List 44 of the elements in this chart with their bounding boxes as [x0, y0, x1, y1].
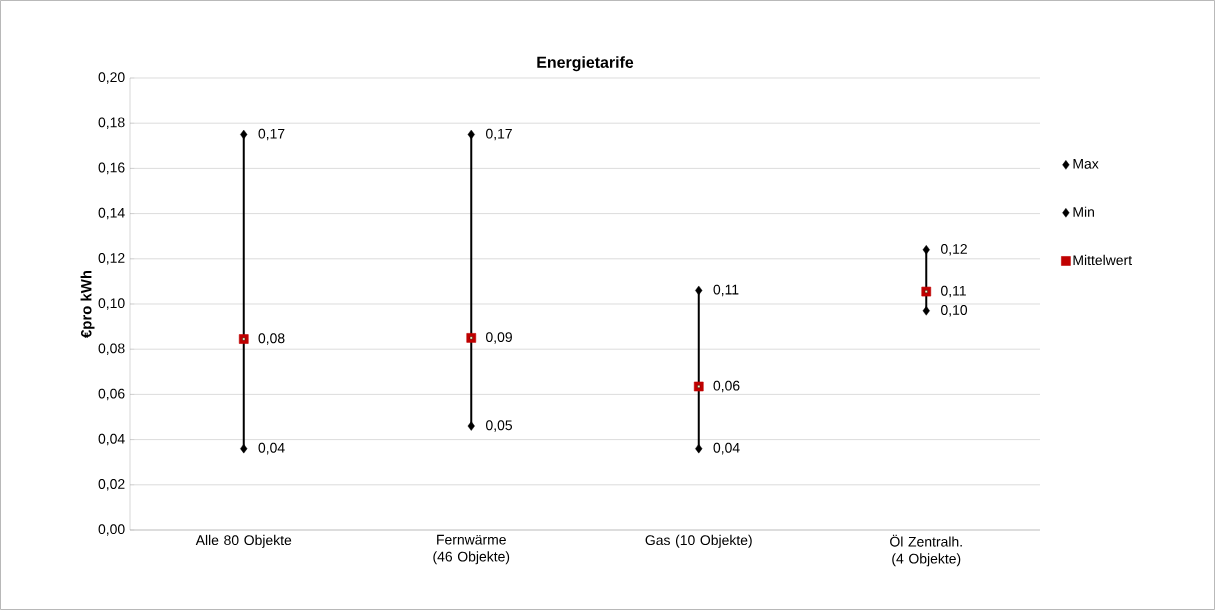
- point: [921, 286, 932, 297]
- y-tick-label: 0,14: [98, 207, 125, 220]
- y-tick-label: 0,20: [98, 72, 125, 84]
- point: [240, 129, 248, 140]
- y-tick-label: 0,18: [98, 117, 125, 129]
- data-label: 0,05: [486, 420, 513, 432]
- data-label: 0,06: [713, 380, 740, 393]
- data-label: 0,11: [941, 285, 966, 298]
- data-label: 0,17: [486, 128, 512, 141]
- data-label: 0,08: [258, 333, 285, 345]
- data-label: 0,10: [941, 305, 968, 317]
- data-label: 0,04: [258, 442, 285, 455]
- point: [922, 245, 930, 255]
- point: [695, 443, 703, 454]
- y-tick-label: 0,12: [98, 253, 125, 265]
- x-tick-label: Öl Zentralh. (4 Objekte): [890, 534, 962, 567]
- point: [467, 129, 475, 140]
- x-tick-label: Alle 80 Objekte: [195, 534, 292, 548]
- legend-label: Mittelwert: [1073, 254, 1132, 266]
- point: [467, 421, 475, 431]
- data-label: 0,12: [941, 243, 967, 256]
- y-tick-label: 0,02: [98, 479, 125, 491]
- y-tick-label: 0,16: [98, 162, 125, 175]
- point: [695, 285, 703, 296]
- data-label: 0,11: [713, 284, 739, 297]
- data-label: 0,17: [258, 128, 285, 141]
- point: [466, 333, 477, 343]
- point: [922, 306, 930, 316]
- point: [238, 334, 249, 344]
- point: [240, 443, 248, 454]
- y-tick-label: 0,04: [98, 433, 125, 446]
- chart-title: Energietarife: [537, 56, 634, 72]
- y-tick-label: 0,06: [98, 388, 125, 401]
- point: [693, 381, 704, 392]
- data-label: 0,09: [486, 332, 512, 344]
- legend-label: Max: [1073, 159, 1099, 169]
- data-label: 0,04: [713, 442, 740, 455]
- x-tick-label: Gas (10 Objekte): [645, 534, 752, 548]
- y-tick-label: 0,10: [98, 298, 125, 310]
- x-tick-label: Fernwärme (46 Objekte): [433, 534, 510, 565]
- y-tick-label: 0,00: [98, 524, 125, 536]
- y-tick-label: 0,08: [98, 343, 125, 355]
- legend-label: Min: [1073, 206, 1094, 217]
- y-axis-title: €pro kWh: [80, 270, 95, 338]
